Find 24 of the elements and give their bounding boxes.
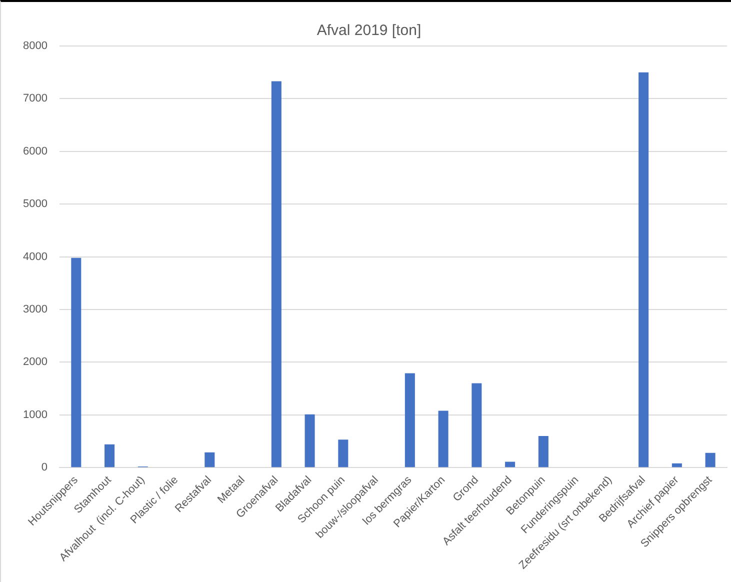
bar	[705, 452, 716, 468]
y-tick-label: 5000	[22, 198, 48, 210]
y-tick-label: 4000	[22, 250, 48, 263]
bar	[672, 463, 682, 468]
bar	[638, 72, 649, 468]
y-tick-label: 1000	[22, 408, 48, 421]
bar	[472, 383, 482, 468]
bar	[71, 258, 82, 468]
bar	[505, 462, 516, 468]
y-tick-label: 8000	[22, 40, 48, 52]
bar	[404, 373, 415, 468]
y-tick-label: 0	[41, 462, 48, 474]
bar	[538, 436, 548, 468]
bar	[438, 410, 448, 468]
bar	[104, 444, 115, 468]
bar	[204, 452, 215, 468]
bar	[304, 414, 315, 468]
chart-title: Afval 2019 [ton]	[316, 22, 422, 40]
y-tick-label: 7000	[22, 92, 48, 105]
bar	[271, 81, 282, 468]
y-tick-label: 3000	[22, 304, 48, 316]
bar	[338, 440, 348, 468]
y-tick-label: 2000	[22, 356, 48, 368]
y-tick-label: 6000	[22, 145, 48, 158]
